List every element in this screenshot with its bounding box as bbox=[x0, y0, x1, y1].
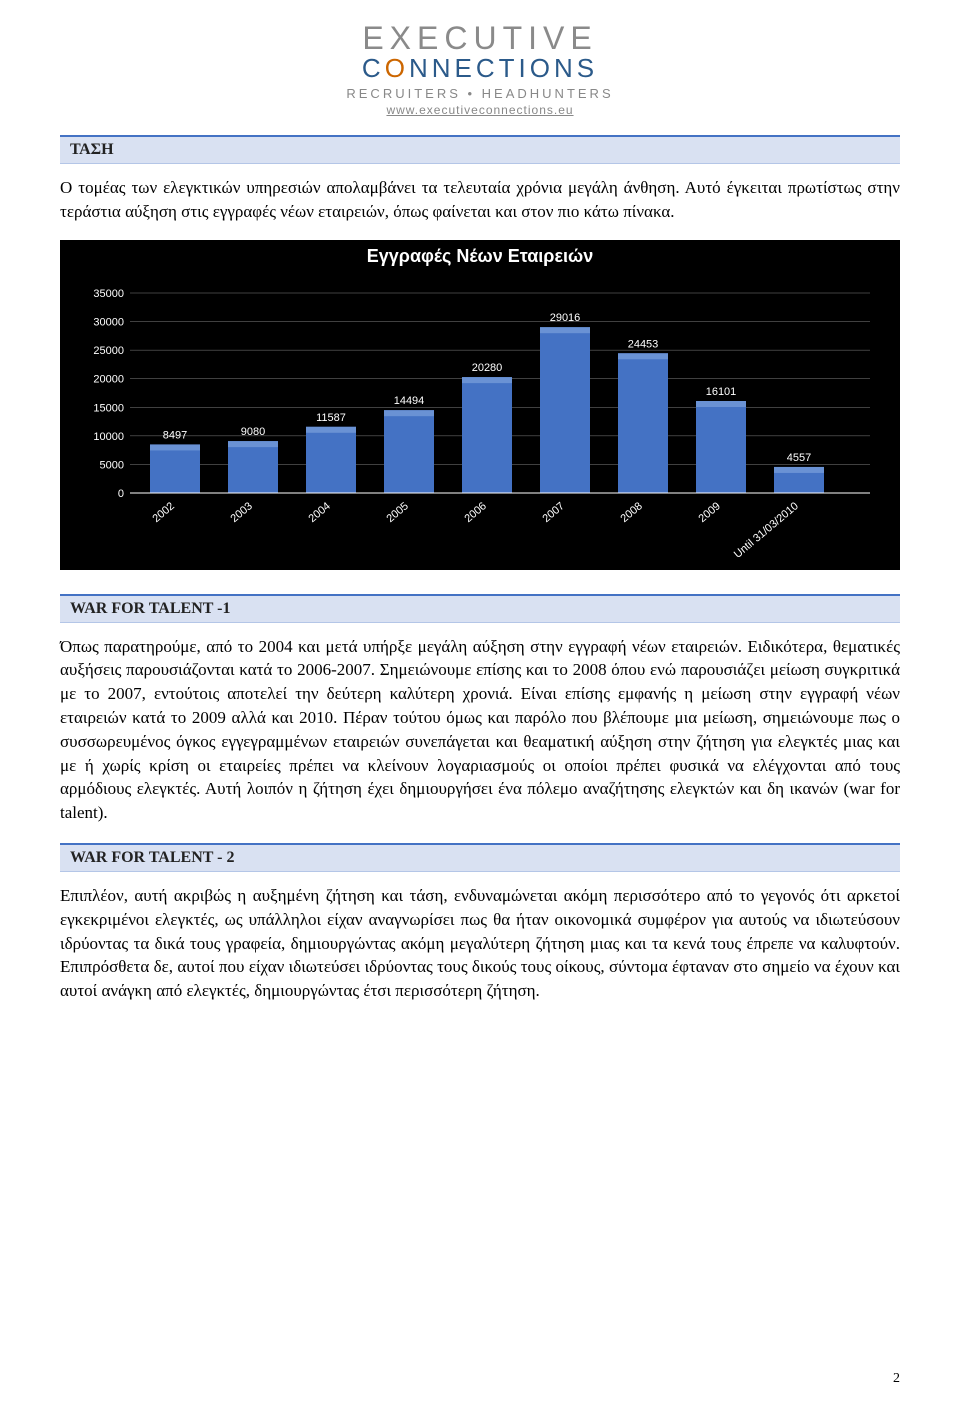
logo-line2-amp: O bbox=[385, 53, 409, 83]
svg-text:2004: 2004 bbox=[306, 500, 332, 525]
svg-text:16101: 16101 bbox=[706, 386, 737, 398]
section-header-war1: WAR FOR TALENT -1 bbox=[60, 594, 900, 623]
body-war2: Επιπλέον, αυτή ακριβώς η αυξημένη ζήτηση… bbox=[60, 884, 900, 1003]
svg-text:10000: 10000 bbox=[93, 430, 124, 442]
svg-text:24453: 24453 bbox=[628, 338, 659, 350]
svg-text:30000: 30000 bbox=[93, 316, 124, 328]
svg-text:0: 0 bbox=[118, 488, 124, 500]
svg-text:9080: 9080 bbox=[241, 426, 265, 438]
svg-text:8497: 8497 bbox=[163, 429, 187, 441]
svg-text:2009: 2009 bbox=[696, 500, 722, 525]
svg-text:5000: 5000 bbox=[100, 459, 124, 471]
logo-url: www.executiveconnections.eu bbox=[60, 103, 900, 117]
svg-text:14494: 14494 bbox=[394, 395, 425, 407]
svg-text:Until 31/03/2010: Until 31/03/2010 bbox=[732, 500, 801, 561]
svg-text:35000: 35000 bbox=[93, 288, 124, 300]
svg-text:2007: 2007 bbox=[540, 500, 566, 525]
svg-text:20280: 20280 bbox=[472, 362, 503, 374]
logo-line2-a: C bbox=[362, 53, 385, 83]
chart-container: Εγγραφές Νέων Εταιρειών 0 5000 10000 15000 2… bbox=[60, 240, 900, 570]
svg-text:11587: 11587 bbox=[316, 411, 346, 423]
logo-line1: EXECUTIVE bbox=[60, 20, 900, 57]
company-logo: EXECUTIVE CONNECTIONS RECRUITERS • HEADH… bbox=[60, 20, 900, 117]
logo-line2: CONNECTIONS bbox=[60, 53, 900, 84]
svg-text:4557: 4557 bbox=[787, 452, 811, 464]
logo-tagline: RECRUITERS • HEADHUNTERS bbox=[60, 86, 900, 101]
svg-text:29016: 29016 bbox=[550, 312, 581, 324]
svg-text:2002: 2002 bbox=[150, 500, 176, 525]
svg-text:2003: 2003 bbox=[228, 500, 254, 525]
body-war1: Όπως παρατηρούμε, από το 2004 και μετά υ… bbox=[60, 635, 900, 825]
svg-text:25000: 25000 bbox=[93, 345, 124, 357]
logo-line2-b: NNECTIONS bbox=[409, 53, 598, 83]
section-header-tasi: ΤΑΣΗ bbox=[60, 135, 900, 164]
section-header-war2: WAR FOR TALENT - 2 bbox=[60, 843, 900, 872]
svg-text:20000: 20000 bbox=[93, 373, 124, 385]
bar-chart: Εγγραφές Νέων Εταιρειών 0 5000 10000 15000 2… bbox=[60, 240, 900, 570]
page-number: 2 bbox=[893, 1371, 900, 1387]
body-tasi: Ο τομέας των ελεγκτικών υπηρεσιών απολαμ… bbox=[60, 176, 900, 224]
svg-text:15000: 15000 bbox=[93, 402, 124, 414]
chart-svg: 0 5000 10000 15000 20000 25000 30000 35000 8497 2… bbox=[70, 273, 890, 563]
chart-title: Εγγραφές Νέων Εταιρειών bbox=[70, 246, 890, 267]
svg-text:2006: 2006 bbox=[462, 500, 488, 525]
svg-text:2008: 2008 bbox=[618, 500, 644, 525]
svg-text:2005: 2005 bbox=[384, 500, 410, 525]
